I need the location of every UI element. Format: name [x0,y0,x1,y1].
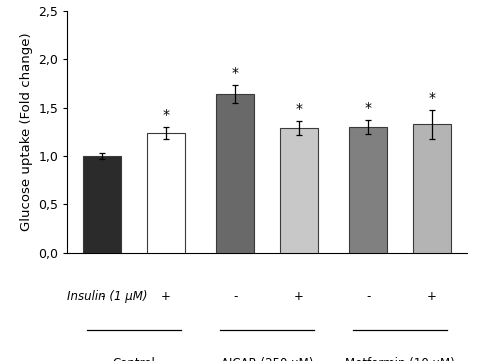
Text: -: - [233,290,237,303]
Bar [348,127,386,253]
Bar [216,94,254,253]
Bar [279,128,317,253]
Bar [146,133,184,253]
Text: *: * [231,66,238,81]
Text: -: - [365,290,370,303]
Text: Control: Control [112,357,155,361]
Text: *: * [162,108,168,122]
Bar [412,124,450,253]
Text: +: + [426,290,436,303]
Bar [83,156,121,253]
Text: +: + [160,290,170,303]
Text: *: * [427,91,434,105]
Text: AICAR (250 μM): AICAR (250 μM) [220,357,312,361]
Text: Insulin (1 μM): Insulin (1 μM) [67,290,147,303]
Text: *: * [295,102,301,116]
Text: Metformin (10 μM): Metformin (10 μM) [345,357,454,361]
Text: +: + [293,290,303,303]
Y-axis label: Glucose uptake (Fold change): Glucose uptake (Fold change) [20,32,33,231]
Text: *: * [364,101,371,115]
Text: -: - [100,290,104,303]
